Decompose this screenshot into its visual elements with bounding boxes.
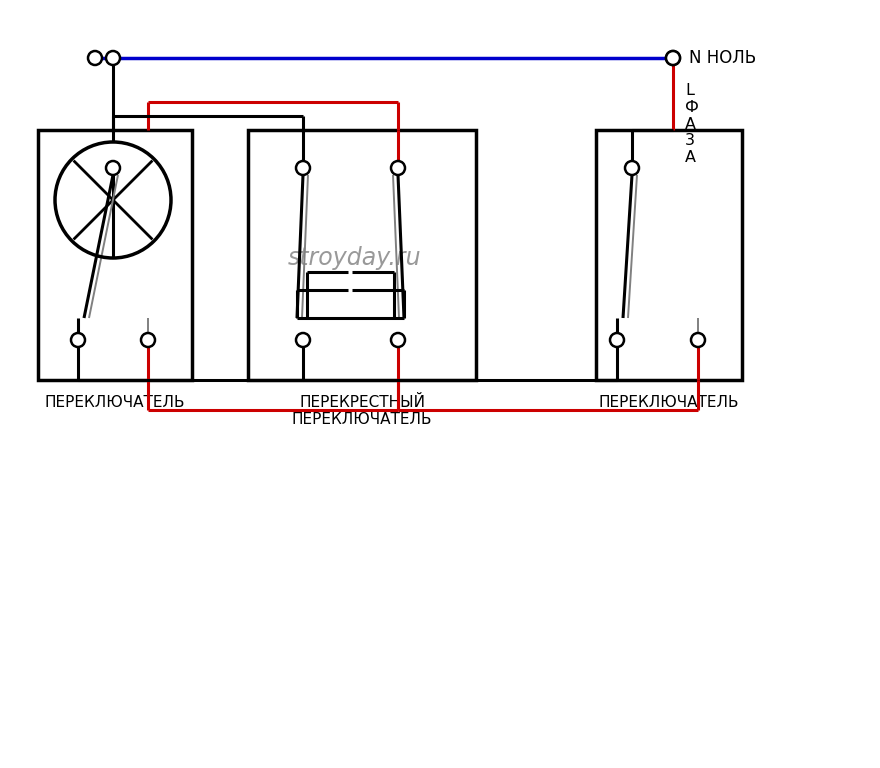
Text: stroyday.ru: stroyday.ru — [288, 246, 422, 270]
Circle shape — [106, 161, 120, 175]
Bar — [38, 130, 192, 380]
Text: ПЕРЕКЛЮЧАТЕЛЬ: ПЕРЕКЛЮЧАТЕЛЬ — [598, 395, 739, 410]
Text: L
Ф
А
3
А: L Ф А 3 А — [685, 83, 699, 165]
Text: ПЕРЕКРЕСТНЫЙ
ПЕРЕКЛЮЧАТЕЛЬ: ПЕРЕКРЕСТНЫЙ ПЕРЕКЛЮЧАТЕЛЬ — [292, 395, 432, 428]
Text: ПЕРЕКЛЮЧАТЕЛЬ: ПЕРЕКЛЮЧАТЕЛЬ — [45, 395, 186, 410]
Circle shape — [88, 51, 102, 65]
Circle shape — [141, 333, 155, 347]
Circle shape — [666, 51, 680, 65]
Circle shape — [691, 333, 705, 347]
Circle shape — [610, 333, 624, 347]
Circle shape — [391, 161, 405, 175]
Circle shape — [625, 161, 639, 175]
Text: ЛАМПА: ЛАМПА — [86, 213, 140, 227]
Circle shape — [666, 51, 680, 65]
Text: N НОЛЬ: N НОЛЬ — [689, 49, 756, 67]
Circle shape — [106, 51, 120, 65]
Circle shape — [296, 333, 310, 347]
Circle shape — [391, 333, 405, 347]
Bar — [596, 130, 742, 380]
Bar — [248, 130, 476, 380]
Circle shape — [71, 333, 85, 347]
Circle shape — [296, 161, 310, 175]
